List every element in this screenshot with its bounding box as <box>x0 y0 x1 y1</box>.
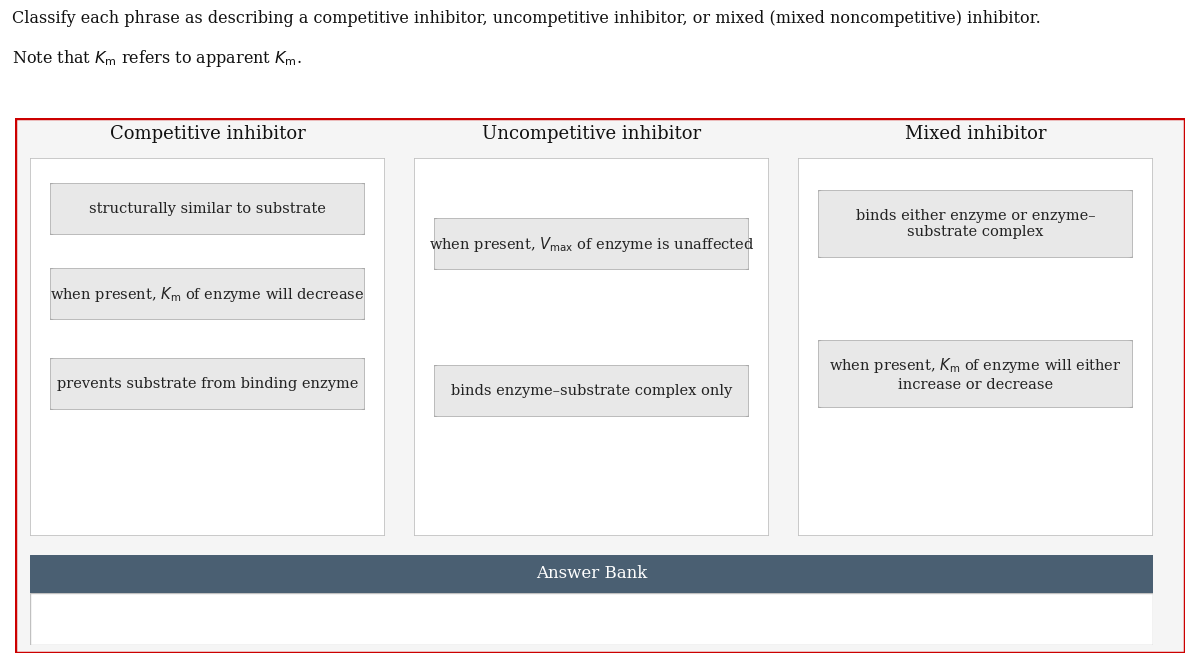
FancyBboxPatch shape <box>434 218 749 270</box>
FancyBboxPatch shape <box>50 183 365 235</box>
FancyBboxPatch shape <box>50 358 365 410</box>
FancyBboxPatch shape <box>818 190 1133 258</box>
Text: when present, $V_{\mathrm{max}}$ of enzyme is unaffected: when present, $V_{\mathrm{max}}$ of enzy… <box>428 235 755 253</box>
FancyBboxPatch shape <box>434 365 749 417</box>
FancyBboxPatch shape <box>818 340 1133 408</box>
Text: prevents substrate from binding enzyme: prevents substrate from binding enzyme <box>56 377 358 391</box>
Text: Classify each phrase as describing a competitive inhibitor, uncompetitive inhibi: Classify each phrase as describing a com… <box>12 10 1040 27</box>
Text: structurally similar to substrate: structurally similar to substrate <box>89 202 326 216</box>
FancyBboxPatch shape <box>50 268 365 320</box>
Text: Competitive inhibitor: Competitive inhibitor <box>109 125 305 143</box>
Text: when present, $K_{\mathrm{m}}$ of enzyme will either
increase or decrease: when present, $K_{\mathrm{m}}$ of enzyme… <box>829 356 1122 392</box>
Text: Uncompetitive inhibitor: Uncompetitive inhibitor <box>482 125 701 143</box>
Text: Mixed inhibitor: Mixed inhibitor <box>905 125 1046 143</box>
Text: binds enzyme–substrate complex only: binds enzyme–substrate complex only <box>451 384 732 398</box>
Text: binds either enzyme or enzyme–
substrate complex: binds either enzyme or enzyme– substrate… <box>856 209 1096 239</box>
Text: when present, $K_{\mathrm{m}}$ of enzyme will decrease: when present, $K_{\mathrm{m}}$ of enzyme… <box>50 285 365 303</box>
Text: Note that $K_{\mathrm{m}}$ refers to apparent $K_{\mathrm{m}}$.: Note that $K_{\mathrm{m}}$ refers to app… <box>12 48 302 69</box>
Text: Answer Bank: Answer Bank <box>536 565 647 583</box>
